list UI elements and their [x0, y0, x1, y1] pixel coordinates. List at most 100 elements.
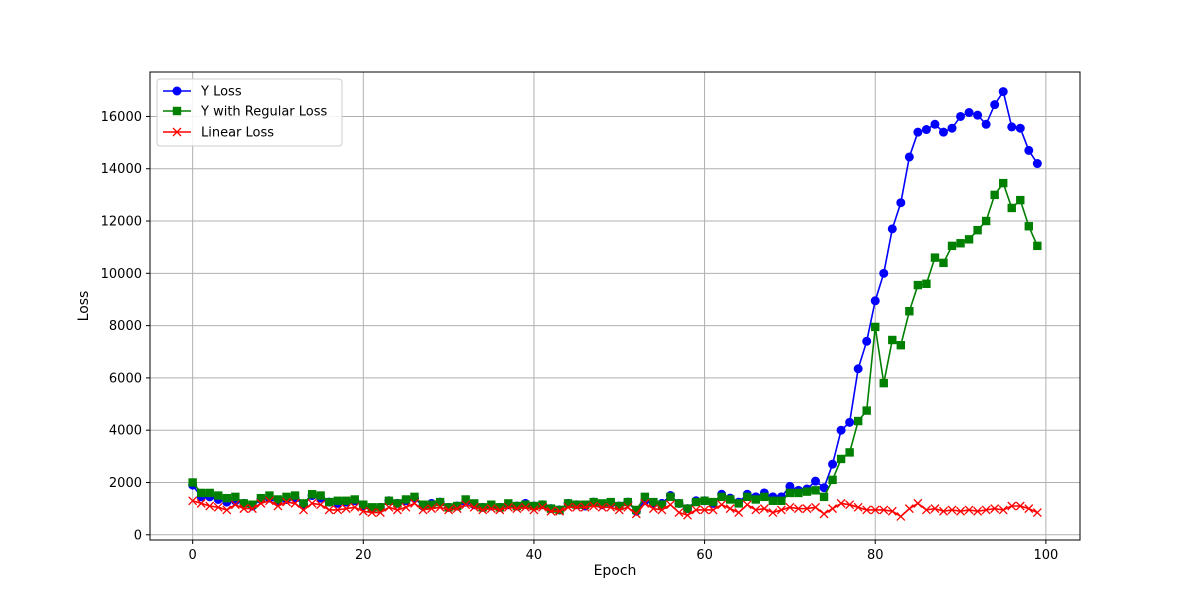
data-point [589, 501, 599, 511]
data-point [384, 502, 394, 512]
data-point [845, 500, 855, 510]
data-point [495, 505, 505, 515]
data-point [819, 509, 829, 519]
data-point [188, 496, 198, 506]
data-point [529, 505, 539, 515]
y-tick-label: 0 [134, 528, 142, 543]
data-point [1032, 508, 1042, 518]
data-point [333, 496, 342, 505]
data-point [265, 491, 274, 500]
data-point [964, 505, 974, 515]
data-point [708, 497, 718, 507]
series-line [192, 182, 1039, 511]
data-point [836, 498, 846, 508]
data-point [401, 502, 411, 512]
data-point [469, 502, 479, 512]
data-point [811, 476, 821, 486]
data-point [196, 488, 206, 498]
data-point [1024, 145, 1034, 155]
data-point [1015, 501, 1025, 511]
data-point [751, 505, 761, 515]
data-point [512, 501, 522, 511]
data-point [930, 504, 940, 514]
data-point [870, 505, 880, 515]
legend-marker-swatch [172, 127, 182, 137]
data-point [299, 499, 308, 508]
series-linear-loss [188, 496, 1042, 521]
data-point [768, 496, 778, 505]
data-point [299, 505, 309, 515]
data-point [674, 499, 684, 508]
data-point [580, 502, 590, 512]
data-point [495, 503, 505, 512]
data-point [700, 505, 710, 515]
data-point [640, 498, 650, 508]
data-point [649, 497, 658, 507]
data-point [776, 505, 786, 515]
data-point [964, 235, 974, 244]
data-point [324, 497, 334, 507]
data-point [990, 100, 1000, 110]
data-point [1007, 203, 1016, 213]
data-point [819, 492, 829, 502]
data-point [725, 504, 735, 514]
data-point [410, 498, 419, 508]
data-point [742, 500, 752, 510]
data-point [1024, 222, 1034, 231]
data-point [427, 500, 436, 509]
data-point [239, 504, 249, 514]
data-point [273, 495, 283, 504]
data-point [657, 505, 667, 515]
data-point [973, 110, 983, 120]
data-point [751, 495, 760, 504]
data-point [853, 502, 863, 512]
grid-lines [150, 72, 1080, 540]
data-point [444, 505, 454, 515]
data-point [683, 504, 692, 513]
data-point [350, 502, 360, 512]
data-point [879, 505, 889, 515]
data-point [307, 498, 317, 508]
data-point [1007, 122, 1017, 132]
data-point [887, 506, 897, 516]
data-point [734, 499, 743, 508]
data-point [546, 506, 556, 516]
data-point [913, 498, 923, 508]
data-point [555, 506, 565, 516]
data-point [879, 268, 889, 278]
data-point [956, 506, 966, 516]
x-axis-title: Epoch [594, 563, 637, 579]
legend-entry-linear-loss: Linear Loss [163, 126, 274, 141]
legend-marker-swatch [172, 106, 182, 116]
data-point [205, 488, 214, 498]
data-point [324, 505, 334, 515]
data-point [777, 496, 786, 505]
data-point [922, 279, 931, 288]
data-point [367, 503, 377, 512]
data-point [512, 504, 522, 514]
data-point [521, 500, 530, 509]
x-tick-label: 40 [526, 548, 543, 563]
data-point [520, 502, 530, 512]
data-point [947, 505, 957, 515]
data-point [939, 258, 948, 268]
data-point [214, 491, 223, 500]
data-point [862, 505, 872, 515]
legend-marker-swatch [172, 86, 182, 96]
data-point [871, 322, 880, 332]
data-point [665, 500, 675, 510]
data-point [700, 496, 709, 505]
data-point [725, 495, 735, 504]
data-point [1015, 123, 1025, 133]
data-point [222, 505, 232, 515]
y-tick-label: 12000 [101, 215, 142, 230]
data-point [1033, 241, 1042, 251]
data-point [256, 498, 266, 508]
y-tick-label: 8000 [109, 319, 142, 334]
data-point [870, 296, 880, 306]
series-lines [188, 87, 1042, 521]
data-point [623, 502, 633, 512]
series-line [192, 499, 1038, 518]
data-point [375, 508, 385, 518]
data-point [879, 378, 888, 388]
